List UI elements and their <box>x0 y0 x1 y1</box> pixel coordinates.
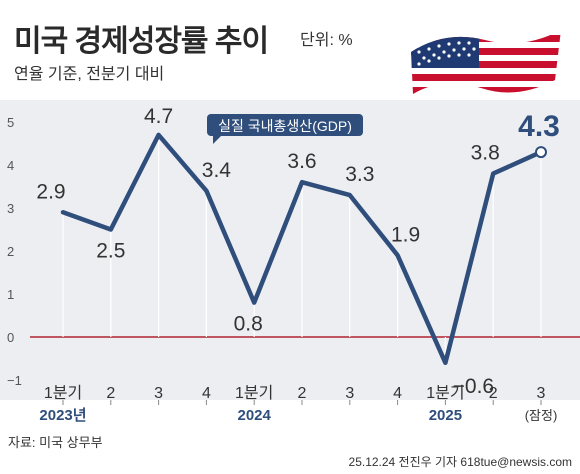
series-label-box <box>207 114 363 136</box>
header: 미국 경제성장률 추이 단위: % 연율 기준, 전분기 대비 <box>0 0 580 110</box>
us-flag-icon <box>411 30 561 94</box>
data-label: 2.9 <box>36 180 65 203</box>
y-tick-label: −1 <box>7 373 22 388</box>
x-tick-label: 3 <box>537 385 546 402</box>
x-tick-label: 2 <box>298 385 307 402</box>
x-tick-label: 1분기 <box>44 384 82 402</box>
unit-label: 단위: % <box>300 32 353 49</box>
year-label: 2025 <box>429 407 462 424</box>
data-label: 3.3 <box>345 163 374 186</box>
y-tick-label: 3 <box>7 201 14 216</box>
data-label: 0.8 <box>234 313 263 336</box>
series-name-label: 실질 국내총생산(GDP) <box>218 118 352 134</box>
data-label: 3.8 <box>471 142 500 165</box>
x-tick-label: 3 <box>154 385 163 402</box>
gdp-line-chart: −1 0 1 2 3 4 5 2.9 2.5 4.7 3.4 0.8 3.6 3.3 1.9 −0.6 3.8 4… <box>7 105 580 424</box>
x-tick-label: 3 <box>345 385 354 402</box>
y-tick-label: 5 <box>7 115 14 130</box>
x-tick-label: 1분기 <box>235 384 273 402</box>
page-title: 미국 경제성장률 추이 <box>14 25 269 58</box>
y-tick-label: 4 <box>7 158 14 173</box>
plot-area <box>0 100 580 400</box>
year-label: 2023년 <box>39 407 86 424</box>
data-label: −0.6 <box>453 375 494 398</box>
y-tick-label: 0 <box>7 330 14 345</box>
data-label: 4.3 <box>518 110 560 143</box>
year-label: 2024 <box>238 407 272 424</box>
data-label: 1.9 <box>391 223 420 246</box>
x-tick-label: 2 <box>489 385 498 402</box>
x-tick-label: 4 <box>202 385 211 402</box>
x-tick-label: 4 <box>393 385 402 402</box>
data-label: 4.7 <box>144 105 173 128</box>
series-label-pointer <box>213 136 221 144</box>
x-tick-label: 2 <box>106 385 115 402</box>
y-tick-label: 2 <box>7 244 14 259</box>
gdp-series-line <box>60 132 544 366</box>
data-label: 2.5 <box>96 240 125 263</box>
subtitle: 연율 기준, 전분기 대비 <box>14 66 165 83</box>
provisional-note: (잠정) <box>525 408 558 423</box>
last-point-marker <box>535 146 547 159</box>
data-label: 3.6 <box>287 150 316 173</box>
x-tick-label: 1분기 <box>426 384 464 402</box>
credit-note: 25.12.24 전진우 기자 618tue@newsis.com <box>348 455 572 469</box>
y-tick-label: 1 <box>7 287 14 302</box>
data-label: 3.4 <box>202 159 232 182</box>
source-note: 자료: 미국 상무부 <box>8 435 103 450</box>
